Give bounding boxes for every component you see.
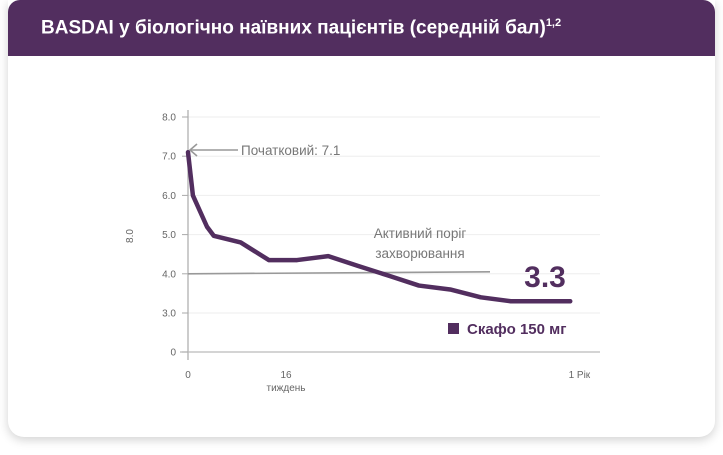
chart-card: BASDAI у біологічно наївних пацієнтів (с… xyxy=(8,0,715,437)
y-tick-label: 3.0 xyxy=(162,309,176,320)
x-axis-label: тиждень xyxy=(267,383,306,394)
data-point xyxy=(478,295,483,300)
x-tick-label: 0 xyxy=(185,370,191,381)
y-tick-label: 5.0 xyxy=(162,230,176,241)
y-axis-label: 8.0 xyxy=(125,229,136,243)
y-tick-label: 0 xyxy=(170,348,176,359)
data-point xyxy=(190,193,195,198)
final-value-label: 3.3 xyxy=(524,261,566,294)
y-tick-label: 7.0 xyxy=(162,152,176,163)
y-tick-label: 8.0 xyxy=(162,113,176,124)
card-header: BASDAI у біологічно наївних пацієнтів (с… xyxy=(8,0,715,56)
data-point xyxy=(448,287,453,292)
threshold-label-line2: захворювання xyxy=(375,246,464,261)
data-point xyxy=(326,254,331,259)
data-point xyxy=(386,273,391,278)
data-point xyxy=(238,240,243,245)
y-tick-label: 4.0 xyxy=(162,269,176,280)
grid xyxy=(188,116,600,314)
data-point xyxy=(295,258,300,263)
threshold-label-line1: Активний поріг xyxy=(374,226,467,241)
x-tick-label: 1 Рік xyxy=(569,370,591,381)
data-point xyxy=(266,258,271,263)
title-superscript: 1,2 xyxy=(545,17,562,29)
data-point xyxy=(204,224,209,229)
data-point xyxy=(211,233,216,238)
initial-annotation: Початковий: 7.1 xyxy=(241,143,340,158)
legend-label: Скафо 150 мг xyxy=(467,321,566,338)
initial-arrow-icon xyxy=(188,143,238,157)
threshold-line xyxy=(187,271,491,275)
data-point xyxy=(416,283,421,288)
x-tick-label: 16 xyxy=(280,370,292,381)
title-text: BASDAI у біологічно наївних пацієнтів (с… xyxy=(41,17,546,39)
data-point xyxy=(356,263,361,268)
data-point xyxy=(186,150,190,155)
data-point xyxy=(508,299,513,304)
legend-swatch xyxy=(448,323,459,334)
data-point xyxy=(568,299,573,304)
chart-title: BASDAI у біологічно наївних пацієнтів (с… xyxy=(41,17,561,39)
y-tick-label: 6.0 xyxy=(162,191,176,202)
